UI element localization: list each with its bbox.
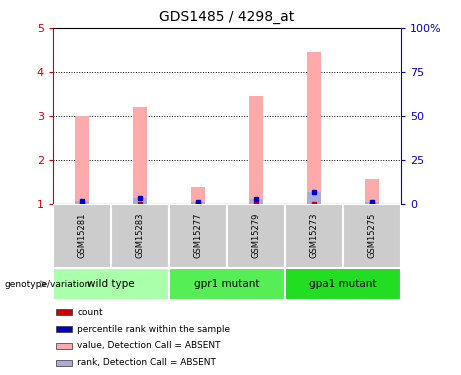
Bar [53, 204, 111, 268]
Bar [343, 204, 401, 268]
Text: GSM15275: GSM15275 [367, 212, 377, 258]
Bar [365, 202, 379, 204]
Bar [285, 268, 401, 300]
Text: gpr1 mutant: gpr1 mutant [194, 279, 260, 289]
Bar [191, 202, 205, 204]
Text: genotype/variation: genotype/variation [5, 280, 91, 289]
Bar [57, 360, 72, 366]
Text: GSM15283: GSM15283 [136, 212, 145, 258]
Text: rank, Detection Call = ABSENT: rank, Detection Call = ABSENT [77, 358, 216, 368]
Bar [169, 268, 285, 300]
Text: count: count [77, 308, 103, 316]
Bar [249, 96, 263, 204]
Text: GSM15279: GSM15279 [252, 212, 260, 258]
Bar [307, 53, 321, 204]
Bar [57, 343, 72, 349]
Bar [133, 107, 147, 204]
Text: value, Detection Call = ABSENT: value, Detection Call = ABSENT [77, 341, 221, 350]
Title: GDS1485 / 4298_at: GDS1485 / 4298_at [160, 10, 295, 24]
Bar [365, 179, 379, 204]
Bar [285, 204, 343, 268]
Bar [75, 116, 89, 204]
Text: GSM15273: GSM15273 [309, 212, 319, 258]
Bar [111, 204, 169, 268]
Text: percentile rank within the sample: percentile rank within the sample [77, 324, 230, 334]
Bar [227, 204, 285, 268]
Bar [307, 192, 321, 204]
Text: gpa1 mutant: gpa1 mutant [309, 279, 377, 289]
Bar [57, 309, 72, 315]
Bar [53, 268, 169, 300]
Bar [191, 187, 205, 204]
Bar [249, 199, 263, 204]
Text: GSM15277: GSM15277 [194, 212, 202, 258]
Text: wild type: wild type [87, 279, 135, 289]
Text: GSM15281: GSM15281 [77, 212, 87, 258]
Bar [75, 201, 89, 204]
Bar [169, 204, 227, 268]
Bar [57, 326, 72, 332]
Bar [133, 198, 147, 204]
